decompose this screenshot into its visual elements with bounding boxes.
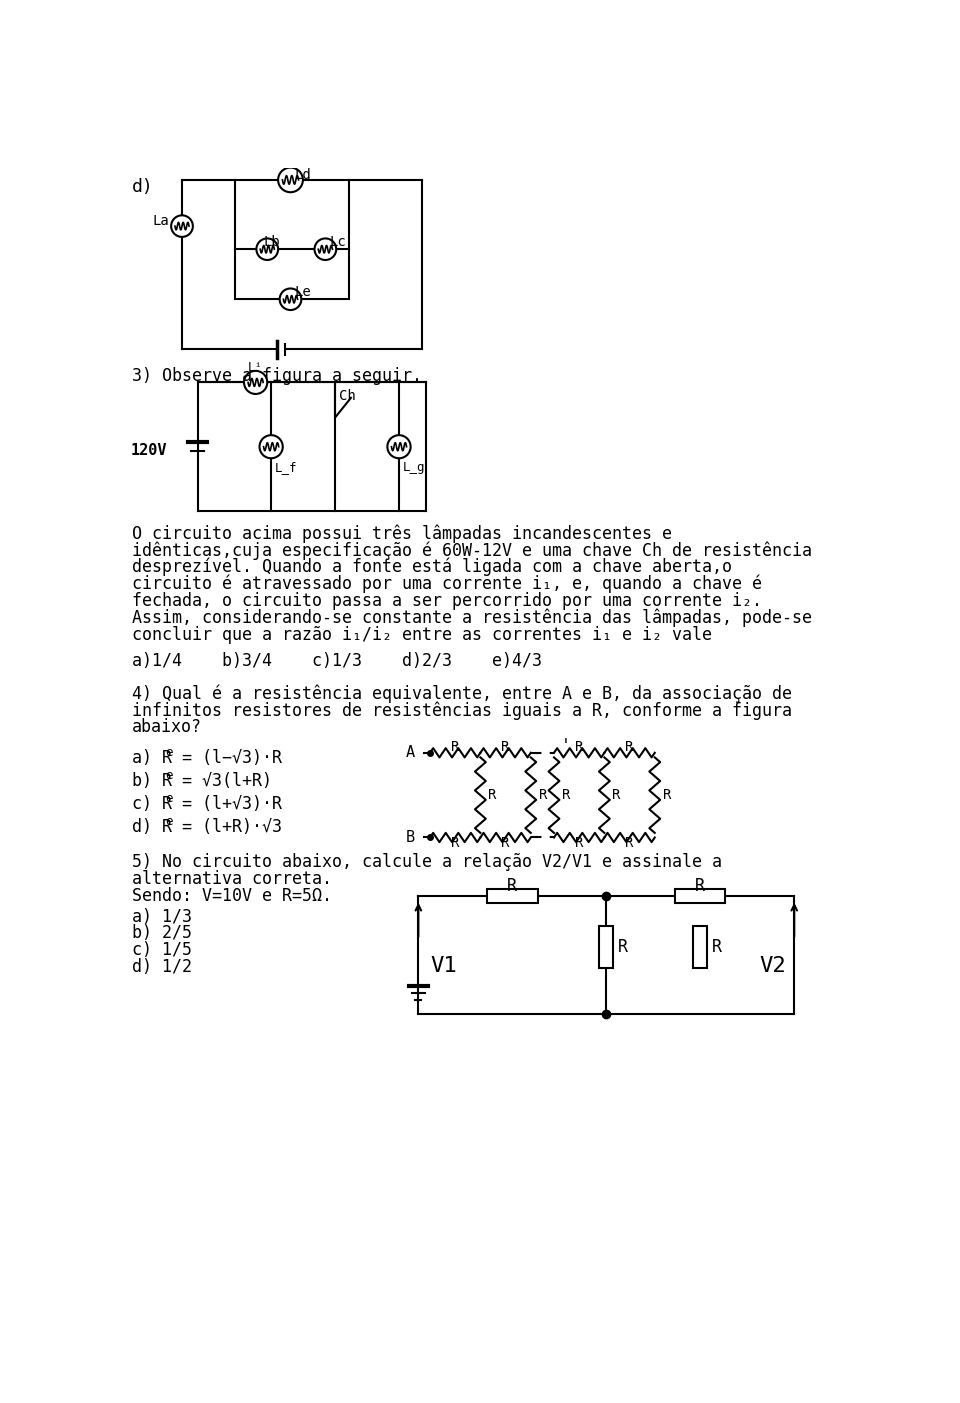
Text: L_g: L_g	[403, 460, 425, 474]
Text: = (l−√3)·R: = (l−√3)·R	[172, 749, 282, 767]
Text: La: La	[153, 213, 169, 227]
Text: R: R	[662, 788, 671, 803]
Bar	[675, 890, 726, 904]
Text: d) 1/2: d) 1/2	[132, 958, 192, 976]
Text: Le: Le	[295, 285, 311, 299]
Text: abaixo?: abaixo?	[132, 718, 202, 737]
Text: fechada, o circuito passa a ser percorrido por uma corrente i₂.: fechada, o circuito passa a ser percorri…	[132, 592, 761, 610]
Text: b) R: b) R	[132, 772, 172, 790]
Text: 120V: 120V	[131, 443, 167, 457]
Text: c) 1/5: c) 1/5	[132, 941, 192, 960]
Text: R: R	[612, 788, 620, 803]
Text: R: R	[451, 836, 460, 850]
Text: Lⁱ: Lⁱ	[248, 361, 263, 373]
Text: R: R	[488, 788, 496, 803]
Text: R: R	[625, 741, 634, 755]
Circle shape	[388, 435, 411, 459]
Text: A: A	[405, 745, 415, 760]
Text: idênticas,cuja especificação é 60W-12V e uma chave Ch de resistência: idênticas,cuja especificação é 60W-12V e…	[132, 542, 811, 560]
Text: = √3(l+R): = √3(l+R)	[172, 772, 272, 790]
Text: c) R: c) R	[132, 796, 172, 814]
Circle shape	[259, 435, 283, 459]
Text: concluir que a razão i₁/i₂ entre as correntes i₁ e i₂ vale: concluir que a razão i₁/i₂ entre as corr…	[132, 626, 711, 644]
Circle shape	[256, 239, 278, 260]
Text: R: R	[501, 741, 510, 755]
Text: V2: V2	[759, 957, 786, 976]
Text: e: e	[165, 815, 173, 828]
Text: e: e	[165, 793, 173, 805]
Text: b) 2/5: b) 2/5	[132, 925, 192, 943]
Text: R: R	[695, 877, 706, 895]
Text: R: R	[575, 741, 584, 755]
Circle shape	[278, 167, 303, 192]
Text: e: e	[165, 769, 173, 781]
Text: O circuito acima possui três lâmpadas incandescentes e: O circuito acima possui três lâmpadas in…	[132, 525, 672, 543]
Text: desprezível. Quando a fonte está ligada com a chave aberta,o: desprezível. Quando a fonte está ligada …	[132, 558, 732, 577]
Circle shape	[279, 289, 301, 310]
Bar	[599, 926, 613, 968]
Text: Sendo: V=10V e R=5Ω.: Sendo: V=10V e R=5Ω.	[132, 887, 331, 905]
Text: V1: V1	[430, 957, 457, 976]
Text: d): d)	[132, 178, 154, 195]
Text: R: R	[562, 788, 570, 803]
Text: R: R	[501, 836, 510, 850]
Text: R: R	[451, 741, 460, 755]
Text: a) 1/3: a) 1/3	[132, 908, 192, 926]
Text: d) R: d) R	[132, 818, 172, 836]
Text: R: R	[575, 836, 584, 850]
Circle shape	[171, 215, 193, 237]
Text: = (l+√3)·R: = (l+√3)·R	[172, 796, 282, 814]
Text: alternativa correta.: alternativa correta.	[132, 870, 331, 888]
Text: a) R: a) R	[132, 749, 172, 767]
Text: L_f: L_f	[275, 460, 298, 474]
Bar	[487, 890, 538, 904]
Text: R: R	[712, 939, 722, 957]
Text: e: e	[165, 746, 173, 759]
Text: a)1/4    b)3/4    c)1/3    d)2/3    e)4/3: a)1/4 b)3/4 c)1/3 d)2/3 e)4/3	[132, 652, 541, 669]
Text: 3) Observe a figura a seguir.: 3) Observe a figura a seguir.	[132, 368, 421, 384]
Text: 4) Qual é a resistência equivalente, entre A e B, da associação de: 4) Qual é a resistência equivalente, ent…	[132, 685, 792, 703]
Text: B: B	[405, 831, 415, 845]
Text: Ch: Ch	[339, 389, 356, 403]
Text: infinitos resistores de resistências iguais a R, conforme a figura: infinitos resistores de resistências igu…	[132, 702, 792, 720]
Text: R: R	[539, 788, 547, 803]
Text: R: R	[507, 877, 517, 895]
Text: = (l+R)·√3: = (l+R)·√3	[172, 818, 282, 836]
Text: R: R	[625, 836, 634, 850]
Text: Assim, considerando-se constante a resistência das lâmpadas, pode-se: Assim, considerando-se constante a resis…	[132, 609, 811, 627]
Text: Lc: Lc	[329, 236, 346, 250]
Text: ': '	[561, 738, 570, 755]
Circle shape	[244, 370, 267, 394]
Bar	[693, 926, 708, 968]
Text: Ld: Ld	[295, 167, 311, 181]
Text: Lb: Lb	[263, 236, 280, 250]
Circle shape	[315, 239, 336, 260]
Text: R: R	[618, 939, 628, 957]
Text: circuito é atravessado por uma corrente i₁, e, quando a chave é: circuito é atravessado por uma corrente …	[132, 575, 761, 593]
Text: 5) No circuito abaixo, calcule a relação V2/V1 e assinale a: 5) No circuito abaixo, calcule a relação…	[132, 853, 722, 871]
